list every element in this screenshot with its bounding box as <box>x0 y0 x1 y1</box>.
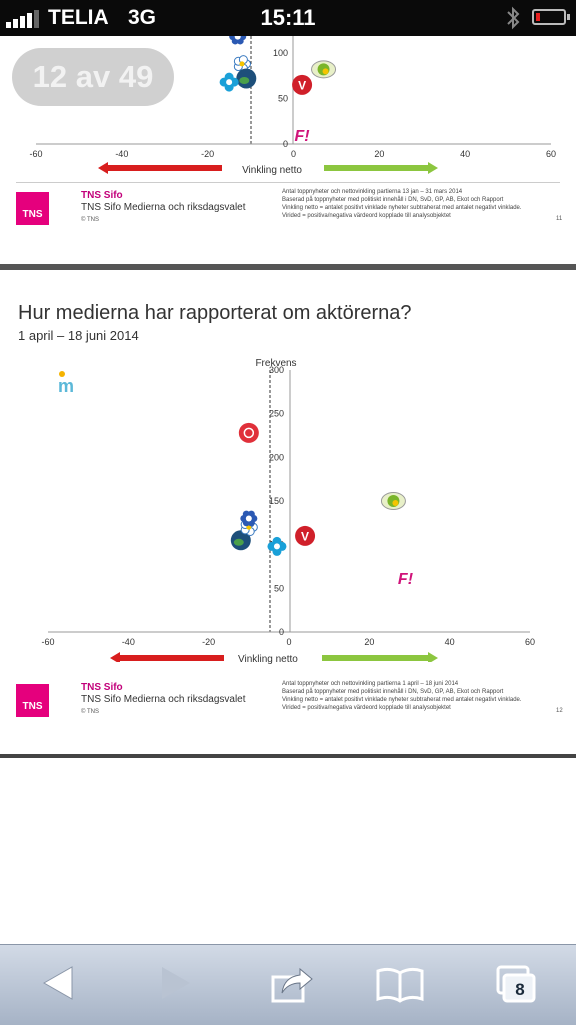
x-tick-label: 20 <box>374 149 384 159</box>
x-tick-label: -60 <box>41 637 54 647</box>
x-axis-label: Vinkling netto <box>242 165 302 176</box>
book-icon[interactable] <box>370 955 430 1011</box>
bluetooth-icon <box>507 6 520 30</box>
x-tick-label: 40 <box>460 149 470 159</box>
footer-notes: Antal toppnyheter och nettovinkling part… <box>282 680 552 712</box>
fp-flower-icon <box>233 55 251 73</box>
slide-12[interactable]: Hur medierna har rapporterat om aktörern… <box>0 266 576 758</box>
y-tick-label: 150 <box>269 496 284 506</box>
footer-note: Virided = positiva/negativa värdeord kop… <box>282 705 451 711</box>
tabs-count: 8 <box>515 980 525 999</box>
forward-arrow-icon[interactable] <box>144 955 204 1011</box>
v-logo-icon: V <box>292 74 313 95</box>
fi-logo-icon: F! <box>398 571 414 588</box>
slide-subtitle: 1 april – 18 juni 2014 <box>18 328 139 343</box>
x-tick-label: -40 <box>115 149 128 159</box>
browser-toolbar <box>0 944 576 1025</box>
x-tick-label: -20 <box>202 637 215 647</box>
v-logo-icon: V <box>295 525 316 546</box>
svg-text:F!: F! <box>295 128 311 145</box>
carrier-name: TELIA <box>48 6 109 29</box>
slide1-chart: -60 -40 -20 0 20 40 60 100 50 0 V F! Vinkling net… <box>29 36 556 176</box>
page-counter: 12 av 49 <box>12 48 174 106</box>
kd-flower-icon <box>240 510 258 527</box>
y-tick-label: 0 <box>283 139 288 149</box>
footer-note: Virided = positiva/negativa värdeord kop… <box>282 213 451 219</box>
x-tick-label: -20 <box>201 149 214 159</box>
share-icon[interactable] <box>262 955 322 1011</box>
x-tick-label: 60 <box>525 637 535 647</box>
svg-text:F!: F! <box>398 571 414 588</box>
kd-flower-icon <box>229 36 247 45</box>
sd-flower-icon <box>311 60 337 79</box>
svg-text:V: V <box>301 529 309 543</box>
sd-flower-icon <box>380 492 406 510</box>
footer-note: Antal toppnyheter och nettovinkling part… <box>282 681 459 687</box>
mp-logo-icon: m <box>58 371 74 396</box>
footer-note: Baserad på toppnyheter med politiskt inn… <box>282 197 504 203</box>
c-clover-icon <box>219 72 239 92</box>
back-arrow-icon[interactable] <box>30 955 90 1011</box>
footer-brand: TNS Sifo <box>81 190 123 201</box>
x-tick-label: -40 <box>122 637 135 647</box>
battery-icon <box>532 9 570 25</box>
y-axis-label: Frekvens <box>255 358 296 369</box>
footer-notes: Antal toppnyheter och nettovinkling part… <box>282 188 552 220</box>
footer-note: Vinkling netto = antalet positivt vinkla… <box>282 205 522 211</box>
y-tick-label: 100 <box>273 48 288 58</box>
negative-arrow <box>98 162 222 174</box>
s-rose-icon <box>238 422 259 443</box>
clock: 15:11 <box>260 5 316 30</box>
slide-title: Hur medierna har rapporterat om aktörern… <box>18 302 412 324</box>
mp-logo-letter: m <box>58 376 74 396</box>
y-tick-label: 250 <box>269 409 284 419</box>
slide-footer: TNS TNS Sifo TNS Sifo Medierna och riksd… <box>0 182 576 236</box>
y-tick-label: 50 <box>274 583 284 593</box>
footer-copyright: © TNS <box>81 217 99 223</box>
network-type: 3G <box>128 6 157 29</box>
tns-logo: TNS <box>16 192 49 225</box>
footer-rule <box>16 182 560 183</box>
c-clover-icon <box>267 536 287 556</box>
signal-strength-icon <box>6 10 39 28</box>
m-globe-icon <box>236 68 257 89</box>
x-tick-label: -60 <box>29 149 42 159</box>
tabs-icon[interactable] <box>488 955 548 1011</box>
footer-note: Baserad på toppnyheter med politiskt inn… <box>282 689 504 695</box>
footer-copyright: © TNS <box>81 709 99 715</box>
slide-footer: TNS TNS Sifo TNS Sifo Medierna och riksd… <box>0 680 576 728</box>
footer-note: Antal toppnyheter och nettovinkling part… <box>282 189 463 195</box>
positive-arrow <box>322 652 438 662</box>
y-tick-label: 200 <box>269 452 284 462</box>
y-tick-label: 50 <box>278 94 288 104</box>
page-number: 12 <box>556 708 563 714</box>
m-globe-icon <box>230 530 251 551</box>
tns-logo: TNS <box>16 684 49 717</box>
x-tick-label: 20 <box>364 637 374 647</box>
page-number: 11 <box>556 216 563 222</box>
slide-13[interactable] <box>0 754 576 948</box>
positive-arrow <box>324 162 438 174</box>
footer-brand: TNS Sifo <box>81 682 123 693</box>
negative-arrow <box>110 652 224 662</box>
fi-logo-icon: F! <box>295 128 311 145</box>
x-tick-label: 0 <box>286 637 291 647</box>
footer-series: TNS Sifo Medierna och riksdagsvalet <box>81 202 246 213</box>
svg-text:V: V <box>298 78 306 92</box>
status-bar: TELIA 3G 15:11 <box>0 0 576 36</box>
slide-11[interactable]: -60 -40 -20 0 20 40 60 100 50 0 V F! Vinkling net… <box>0 36 576 269</box>
footer-note: Vinkling netto = antalet positivt vinkla… <box>282 697 522 703</box>
x-axis-label: Vinkling netto <box>238 654 298 665</box>
y-tick-label: 0 <box>279 627 284 637</box>
x-tick-label: 40 <box>445 637 455 647</box>
y-tick-label: 300 <box>269 365 284 375</box>
x-tick-label: 0 <box>291 149 296 159</box>
footer-series: TNS Sifo Medierna och riksdagsvalet <box>81 694 246 705</box>
x-tick-label: 60 <box>546 149 556 159</box>
